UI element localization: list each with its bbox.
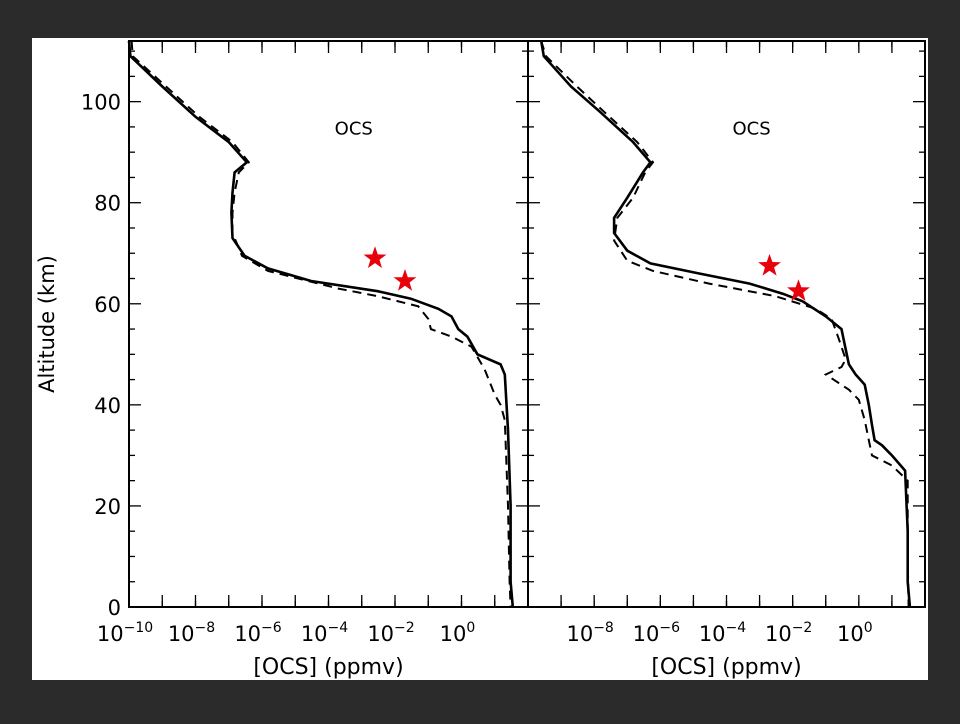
plot-background xyxy=(32,38,928,680)
panel-left: 0 20 40 60 80 100 10−10 10−8 10−6 10−4 10−2 100 [OCS… xyxy=(35,40,529,680)
series-line-dashed xyxy=(130,40,512,608)
series-line-solid xyxy=(127,40,515,608)
star-marker xyxy=(758,253,781,276)
x-tick-label: 10−8 xyxy=(566,620,613,646)
x-tick-label: 10−6 xyxy=(234,620,281,646)
y-tick-label: 60 xyxy=(94,293,121,317)
x-tick-label: 10−8 xyxy=(168,620,215,646)
x-tick-label: 10−4 xyxy=(301,620,348,646)
x-tick-label: 10−4 xyxy=(699,620,746,646)
x-tick-label: 10−2 xyxy=(765,620,812,646)
panel-annotation: OCS xyxy=(732,118,770,139)
series-line-solid xyxy=(539,40,912,608)
y-tick-label: 80 xyxy=(94,192,121,216)
star-marker xyxy=(787,279,810,301)
x-axis-label: [OCS] (ppmv) xyxy=(253,655,403,680)
y-tick-label: 40 xyxy=(94,394,121,418)
x-tick-label: 100 xyxy=(440,620,476,646)
x-tick-label: 10−2 xyxy=(367,620,414,646)
y-axis-label: Altitude (km) xyxy=(35,255,59,393)
x-axis-label: [OCS] (ppmv) xyxy=(651,655,801,680)
star-marker xyxy=(393,269,417,291)
x-tick-label: 10−6 xyxy=(633,620,680,646)
panel-right: 10−8 10−6 10−4 10−2 100 [OCS] (ppmv) OCS xyxy=(527,40,926,680)
star-marker xyxy=(363,246,387,268)
series-line-dashed xyxy=(540,40,910,608)
x-tick-label: 100 xyxy=(837,620,873,646)
y-tick-label: 0 xyxy=(108,596,121,620)
y-tick-label: 100 xyxy=(81,91,121,115)
x-tick-label: 10−10 xyxy=(97,620,153,646)
panel-annotation: OCS xyxy=(335,118,373,139)
y-tick-label: 20 xyxy=(94,495,121,519)
